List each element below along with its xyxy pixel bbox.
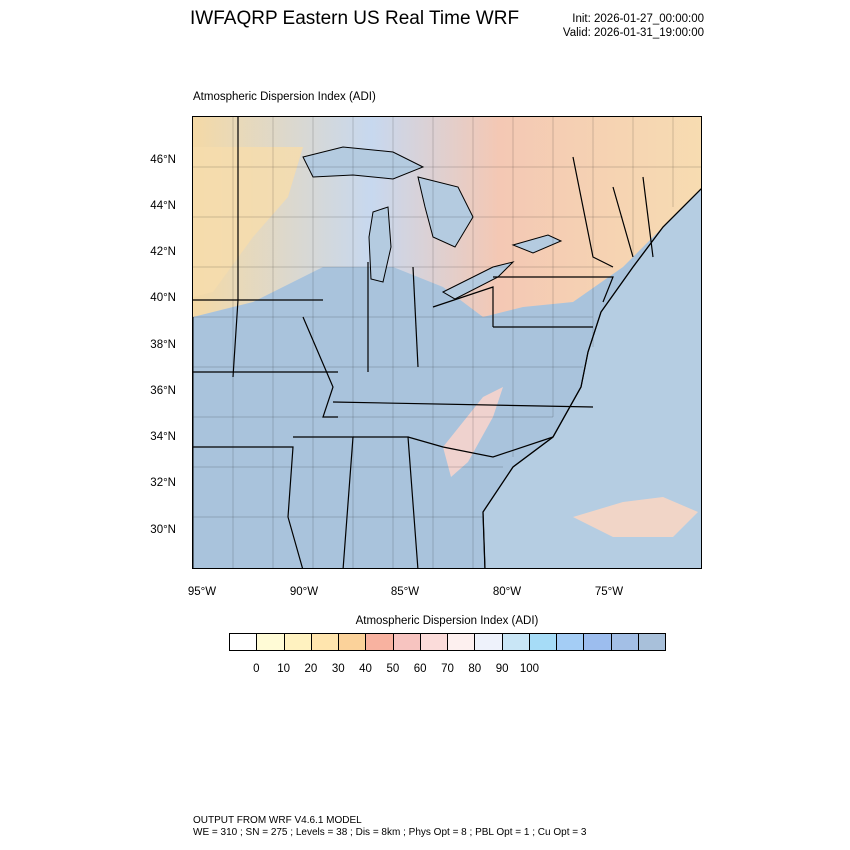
colorbar-swatch	[584, 634, 612, 650]
valid-time: Valid: 2026-01-31_19:00:00	[562, 27, 704, 39]
colorbar-tick-label: 10	[277, 663, 291, 675]
init-time: Init: 2026-01-27_00:00:00	[572, 13, 704, 25]
colorbar-swatch	[557, 634, 585, 650]
lon-label-90: 90°W	[289, 586, 319, 598]
lake-erie	[441, 261, 515, 300]
colorbar-swatch	[502, 634, 530, 650]
colorbar-swatch	[529, 634, 557, 650]
colorbar-tick-label: 50	[386, 663, 400, 675]
lat-label-40: 40°N	[150, 292, 176, 304]
colorbar-tick-label: 20	[304, 663, 318, 675]
colorbar-swatch	[366, 634, 394, 650]
colorbar-tick-label: 90	[495, 663, 509, 675]
lat-label-46: 46°N	[150, 154, 176, 166]
colorbar	[229, 633, 666, 651]
colorbar-swatch	[611, 634, 639, 650]
lake-michigan	[368, 206, 392, 283]
colorbar-tick-label: 40	[359, 663, 372, 675]
footer-config-line: WE = 310 ; SN = 275 ; Levels = 38 ; Dis …	[193, 827, 587, 838]
county-grid	[193, 117, 701, 568]
lon-label-95: 95°W	[187, 586, 217, 598]
lake-ontario	[511, 234, 563, 254]
colorbar-tick-label: 0	[253, 663, 260, 675]
colorbar-swatch	[420, 634, 448, 650]
lake-huron	[417, 176, 474, 248]
adi-map	[192, 116, 702, 569]
lon-label-85: 85°W	[390, 586, 420, 598]
colorbar-swatch	[284, 634, 312, 650]
lat-label-42: 42°N	[150, 246, 176, 258]
lat-label-34: 34°N	[150, 431, 176, 443]
atlantic-patch	[573, 497, 698, 537]
colorbar-swatch	[230, 634, 258, 650]
lat-label-38: 38°N	[150, 339, 176, 351]
colorbar-swatch	[311, 634, 339, 650]
lon-label-75: 75°W	[594, 586, 624, 598]
lon-label-80: 80°W	[492, 586, 522, 598]
colorbar-tick-label: 100	[519, 663, 540, 675]
colorbar-tick-label: 30	[331, 663, 345, 675]
lat-label-36: 36°N	[150, 385, 176, 397]
colorbar-swatch	[638, 634, 665, 650]
state-borders	[193, 117, 654, 568]
map-svg	[193, 117, 701, 568]
lat-label-30: 30°N	[150, 524, 176, 536]
colorbar-tick-label: 80	[468, 663, 482, 675]
colorbar-swatch	[393, 634, 421, 650]
colorbar-tick-label: 60	[413, 663, 427, 675]
main-title: IWFAQRP Eastern US Real Time WRF	[190, 8, 520, 29]
colorbar-swatch	[448, 634, 476, 650]
land-west-low-adi	[193, 147, 303, 297]
colorbar-swatch	[475, 634, 503, 650]
lat-label-32: 32°N	[150, 477, 176, 489]
colorbar-tick-label: 70	[441, 663, 454, 675]
colorbar-swatch	[257, 634, 285, 650]
coastline	[482, 188, 701, 568]
footer-model-line: OUTPUT FROM WRF V4.6.1 MODEL	[193, 815, 362, 826]
lat-label-44: 44°N	[150, 200, 176, 212]
colorbar-title: Atmospheric Dispersion Index (ADI)	[355, 615, 539, 627]
colorbar-swatch	[339, 634, 367, 650]
plot-title: Atmospheric Dispersion Index (ADI)	[193, 91, 376, 103]
